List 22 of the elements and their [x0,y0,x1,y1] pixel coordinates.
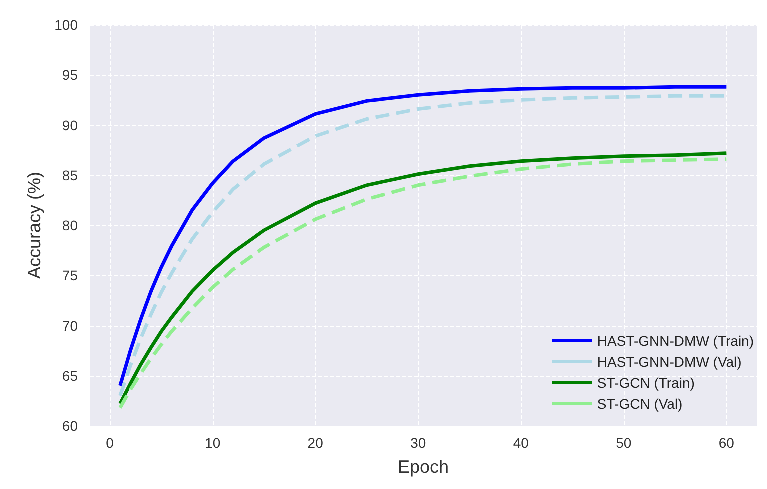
x-tick-label: 0 [106,435,114,451]
y-tick-label: 100 [54,17,78,33]
x-tick-label: 60 [718,435,735,451]
x-tick-label: 20 [308,435,324,451]
y-tick-label: 80 [62,218,78,234]
y-tick-label: 65 [62,368,78,384]
x-tick-label: 40 [513,435,530,451]
y-tick-label: 85 [62,167,78,184]
y-tick-label: 70 [62,318,78,334]
y-tick-label: 75 [62,268,78,284]
x-axis-title: Epoch [398,457,450,477]
y-tick-label: 60 [62,418,78,434]
x-tick-label: 30 [410,435,426,451]
legend-label: ST-GCN (Val) [597,396,683,412]
y-axis-title: Accuracy (%) [24,172,45,280]
legend-label: HAST-GNN-DMW (Train) [597,333,754,349]
y-tick-label: 95 [62,67,78,84]
legend-label: HAST-GNN-DMW (Val) [597,354,742,370]
legend-label: ST-GCN (Train) [597,375,695,391]
x-tick-label: 50 [616,435,632,451]
y-tick-label: 90 [62,117,78,134]
x-tick-label: 10 [205,435,221,451]
